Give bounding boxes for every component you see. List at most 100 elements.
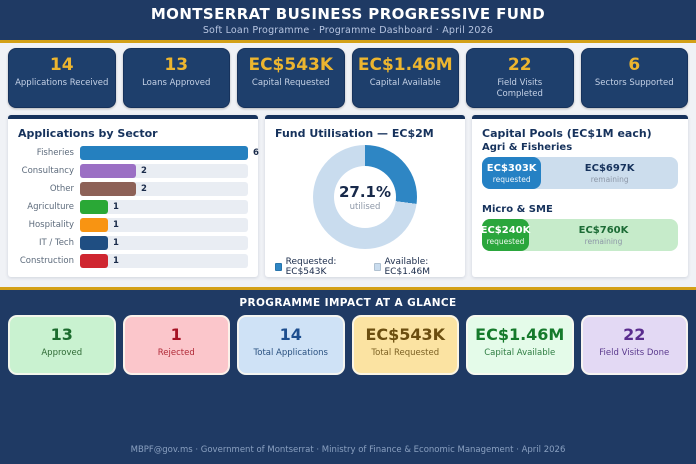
kpi-sectors-supported: 6 Sectors Supported xyxy=(580,48,688,108)
bar-track: 1 xyxy=(80,236,248,250)
kpi-value: 14 xyxy=(49,55,74,75)
bar-value: 2 xyxy=(140,166,147,176)
bar-value: 1 xyxy=(113,256,119,266)
bar-track: 1 xyxy=(80,200,248,214)
utilised-label: utilised xyxy=(349,201,381,212)
panel-title: Capital Pools (EC$1M each) xyxy=(482,127,652,140)
donut-center: 27.1% utilised xyxy=(334,166,396,228)
bar-row-hospitality: Hospitality 1 xyxy=(18,218,248,232)
impact-label: Capital Available xyxy=(484,348,556,358)
header: MONTSERRAT BUSINESS PROGRESSIVE FUND Sof… xyxy=(0,0,696,40)
kpi-label: Field Visits Completed xyxy=(496,78,543,100)
requested-label: requested xyxy=(486,236,525,246)
bar-fill xyxy=(80,200,109,214)
requested-amount: EC$303K xyxy=(486,162,537,174)
impact-value: 22 xyxy=(623,325,646,344)
sector-label: Fisheries xyxy=(36,148,74,158)
kpi-label: Capital Available xyxy=(369,78,441,88)
capital-pools-panel: Capital Pools (EC$1M each) Agri & Fisher… xyxy=(472,115,688,277)
sector-label: Hospitality xyxy=(28,220,74,230)
page-title: MONTSERRAT BUSINESS PROGRESSIVE FUND xyxy=(150,4,546,23)
bar-fill xyxy=(80,218,109,232)
impact-divider xyxy=(0,287,696,290)
available-swatch-icon xyxy=(373,263,381,271)
kpi-value: EC$1.46M xyxy=(357,55,453,75)
sector-label: Construction xyxy=(19,256,74,266)
impact-card-capital-available: EC$1.46M Capital Available xyxy=(466,315,574,375)
donut-legend: Requested: EC$543K Available: EC$1.46M xyxy=(275,257,455,277)
kpi-label: Sectors Supported xyxy=(594,78,674,88)
pool-requested-segment: EC$240K requested xyxy=(481,219,530,251)
impact-card-total-requested: EC$543K Total Requested xyxy=(351,315,459,375)
pool-name-micro-sme: Micro & SME xyxy=(482,204,553,215)
panels-row: Applications by Sector Fisheries 6 Consu… xyxy=(8,115,688,277)
bar-fill xyxy=(80,254,109,268)
legend-available-label: Available: EC$1.46M xyxy=(384,257,431,277)
impact-value: 1 xyxy=(170,325,182,344)
impact-value: EC$1.46M xyxy=(475,325,565,344)
kpi-value: 6 xyxy=(628,55,641,75)
sector-label: Agriculture xyxy=(27,202,74,212)
bar-track: 6 xyxy=(80,146,259,160)
impact-label: Rejected xyxy=(157,348,195,358)
kpi-label: Loans Approved xyxy=(142,78,211,88)
pool-remaining-segment: EC$760K remaining xyxy=(529,219,678,251)
kpi-value: EC$543K xyxy=(248,55,334,75)
impact-section: PROGRAMME IMPACT AT A GLANCE 13 Approved… xyxy=(0,287,696,464)
sector-bar-chart: Fisheries 6 Consultancy 2 Other xyxy=(18,146,259,268)
sector-label: Other xyxy=(49,184,74,194)
kpi-applications-received: 14 Applications Received xyxy=(8,48,116,108)
applications-by-sector-panel: Applications by Sector Fisheries 6 Consu… xyxy=(8,115,259,277)
legend-requested-label: Requested: EC$543K xyxy=(285,257,337,277)
page-subtitle: Soft Loan Programme · Programme Dashboar… xyxy=(202,24,494,36)
bar-fill xyxy=(80,146,248,160)
impact-label: Total Requested xyxy=(371,348,440,358)
kpi-field-visits: 22 Field Visits Completed xyxy=(466,48,574,108)
impact-card-approved: 13 Approved xyxy=(8,315,116,375)
remaining-label: remaining xyxy=(590,174,629,184)
impact-label: Total Applications xyxy=(253,348,328,358)
utilised-percentage: 27.1% xyxy=(338,182,392,201)
bar-row-it-tech: IT / Tech 1 xyxy=(18,236,248,250)
bar-row-fisheries: Fisheries 6 xyxy=(18,146,259,160)
pool-bar-micro-sme: EC$240K requested EC$760K remaining xyxy=(481,219,678,251)
kpi-label: Applications Received xyxy=(15,78,109,88)
bar-value: 6 xyxy=(253,148,259,158)
impact-value: EC$543K xyxy=(365,325,446,344)
fund-utilisation-panel: Fund Utilisation — EC$2M 27.1% utilised … xyxy=(265,115,465,277)
bar-value: 2 xyxy=(140,184,147,194)
requested-label: requested xyxy=(492,174,531,184)
remaining-amount: EC$760K xyxy=(578,224,629,236)
legend-available: Available: EC$1.46M xyxy=(373,257,455,277)
panel-title: Applications by Sector xyxy=(18,127,158,140)
impact-label: Approved xyxy=(41,348,83,358)
footer-text: MBPF@gov.ms · Government of Montserrat ·… xyxy=(130,445,566,455)
bar-row-construction: Construction 1 xyxy=(18,254,248,268)
kpi-capital-available: EC$1.46M Capital Available xyxy=(351,48,459,108)
remaining-label: remaining xyxy=(584,236,623,246)
impact-value: 14 xyxy=(279,325,302,344)
impact-label: Field Visits Done xyxy=(599,348,670,358)
bar-fill xyxy=(80,236,109,250)
panel-title: Fund Utilisation — EC$2M xyxy=(275,127,434,140)
pool-requested-segment: EC$303K requested xyxy=(482,157,542,189)
spacer xyxy=(482,189,678,202)
impact-title: PROGRAMME IMPACT AT A GLANCE xyxy=(239,297,457,309)
pool-name-agri-fisheries: Agri & Fisheries xyxy=(482,142,573,153)
bar-track: 1 xyxy=(80,218,248,232)
bar-value: 1 xyxy=(113,220,119,230)
bar-track: 1 xyxy=(80,254,248,268)
pool-remaining-segment: EC$697K remaining xyxy=(541,157,678,189)
bar-value: 1 xyxy=(113,238,119,248)
impact-value: 13 xyxy=(50,325,73,344)
legend-requested: Requested: EC$543K xyxy=(275,257,358,277)
kpi-value: 13 xyxy=(164,55,189,75)
bar-value: 1 xyxy=(113,202,119,212)
sector-label: Consultancy xyxy=(21,166,74,176)
kpi-loans-approved: 13 Loans Approved xyxy=(122,48,230,108)
bar-row-consultancy: Consultancy 2 xyxy=(18,164,248,178)
main-section: 14 Applications Received 13 Loans Approv… xyxy=(0,43,696,287)
kpi-row: 14 Applications Received 13 Loans Approv… xyxy=(8,48,688,108)
bar-row-other: Other 2 xyxy=(18,182,248,196)
